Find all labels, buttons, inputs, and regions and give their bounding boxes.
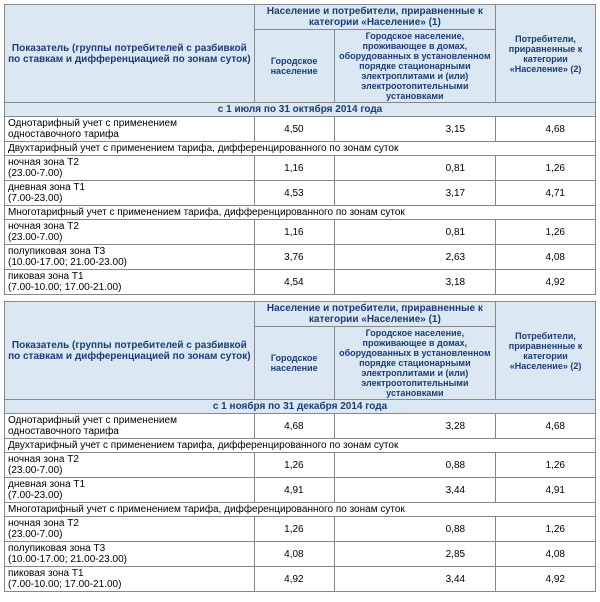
value-urban-equipped: 0,88 bbox=[334, 517, 495, 542]
section-label: Двухтарифный учет с применением тарифа, … bbox=[5, 439, 596, 453]
data-row: пиковая зона Т1(7.00-10.00; 17.00-21.00)… bbox=[5, 567, 596, 592]
data-row: дневная зона Т1(7.00-23.00)4,533,174,71 bbox=[5, 181, 596, 206]
data-row: пиковая зона Т1(7.00-10.00; 17.00-21.00)… bbox=[5, 270, 596, 295]
value-category2: 4,91 bbox=[496, 478, 596, 503]
value-urban: 1,16 bbox=[254, 220, 334, 245]
tariff-table-0: Показатель (группы потребителей с разбив… bbox=[4, 4, 596, 295]
period-label: с 1 июля по 31 октября 2014 года bbox=[5, 103, 596, 117]
header-urban-desc: Городское население, проживающее в домах… bbox=[334, 327, 495, 400]
value-urban-equipped: 3,28 bbox=[334, 414, 495, 439]
data-row: ночная зона Т2(23.00-7.00)1,160,811,26 bbox=[5, 220, 596, 245]
value-category2: 4,92 bbox=[496, 567, 596, 592]
data-row: Однотарифный учет с применением одностав… bbox=[5, 117, 596, 142]
value-category2: 1,26 bbox=[496, 220, 596, 245]
header-urban: Городское население bbox=[254, 30, 334, 103]
row-label: дневная зона Т1(7.00-23.00) bbox=[5, 478, 255, 503]
data-row: ночная зона Т2(23.00-7.00)1,160,811,26 bbox=[5, 156, 596, 181]
header-urban: Городское население bbox=[254, 327, 334, 400]
header-group-a: Население и потребители, приравненные к … bbox=[254, 5, 495, 30]
value-urban: 4,08 bbox=[254, 542, 334, 567]
data-row: Многотарифный учет с применением тарифа,… bbox=[5, 206, 596, 220]
header-indicator: Показатель (группы потребителей с разбив… bbox=[5, 302, 255, 400]
period-label: с 1 ноября по 31 декабря 2014 года bbox=[5, 400, 596, 414]
value-urban-equipped: 2,63 bbox=[334, 245, 495, 270]
row-label: дневная зона Т1(7.00-23.00) bbox=[5, 181, 255, 206]
row-label: Однотарифный учет с применением одностав… bbox=[5, 117, 255, 142]
value-urban: 1,26 bbox=[254, 517, 334, 542]
value-urban: 1,26 bbox=[254, 453, 334, 478]
value-urban: 4,50 bbox=[254, 117, 334, 142]
value-category2: 4,68 bbox=[496, 414, 596, 439]
value-category2: 4,08 bbox=[496, 245, 596, 270]
row-label: Однотарифный учет с применением одностав… bbox=[5, 414, 255, 439]
value-urban-equipped: 0,81 bbox=[334, 220, 495, 245]
value-category2: 4,71 bbox=[496, 181, 596, 206]
data-row: ночная зона Т2(23.00-7.00)1,260,881,26 bbox=[5, 453, 596, 478]
value-category2: 1,26 bbox=[496, 517, 596, 542]
value-urban: 1,16 bbox=[254, 156, 334, 181]
header-group-a: Население и потребители, приравненные к … bbox=[254, 302, 495, 327]
value-urban-equipped: 3,15 bbox=[334, 117, 495, 142]
header-indicator: Показатель (группы потребителей с разбив… bbox=[5, 5, 255, 103]
value-urban: 3,76 bbox=[254, 245, 334, 270]
value-urban-equipped: 3,44 bbox=[334, 478, 495, 503]
value-urban: 4,91 bbox=[254, 478, 334, 503]
data-row: Многотарифный учет с применением тарифа,… bbox=[5, 503, 596, 517]
row-label: ночная зона Т2(23.00-7.00) bbox=[5, 220, 255, 245]
data-row: полупиковая зона Т3(10.00-17.00; 21.00-2… bbox=[5, 542, 596, 567]
value-urban: 4,53 bbox=[254, 181, 334, 206]
data-row: дневная зона Т1(7.00-23.00)4,913,444,91 bbox=[5, 478, 596, 503]
row-label: ночная зона Т2(23.00-7.00) bbox=[5, 453, 255, 478]
value-urban: 4,54 bbox=[254, 270, 334, 295]
tariff-table-1: Показатель (группы потребителей с разбив… bbox=[4, 301, 596, 592]
header-group-b: Потребители, приравненные к категории «Н… bbox=[496, 5, 596, 103]
row-label: полупиковая зона Т3(10.00-17.00; 21.00-2… bbox=[5, 542, 255, 567]
data-row: ночная зона Т2(23.00-7.00)1,260,881,26 bbox=[5, 517, 596, 542]
value-urban-equipped: 0,81 bbox=[334, 156, 495, 181]
row-label: пиковая зона Т1(7.00-10.00; 17.00-21.00) bbox=[5, 270, 255, 295]
value-urban: 4,92 bbox=[254, 567, 334, 592]
value-urban: 4,68 bbox=[254, 414, 334, 439]
data-row: Однотарифный учет с применением одностав… bbox=[5, 414, 596, 439]
data-row: Двухтарифный учет с применением тарифа, … bbox=[5, 439, 596, 453]
header-urban-desc: Городское население, проживающее в домах… bbox=[334, 30, 495, 103]
value-urban-equipped: 3,44 bbox=[334, 567, 495, 592]
value-urban-equipped: 2,85 bbox=[334, 542, 495, 567]
section-label: Двухтарифный учет с применением тарифа, … bbox=[5, 142, 596, 156]
value-category2: 1,26 bbox=[496, 453, 596, 478]
data-row: полупиковая зона Т3(10.00-17.00; 21.00-2… bbox=[5, 245, 596, 270]
value-urban-equipped: 3,17 bbox=[334, 181, 495, 206]
row-label: полупиковая зона Т3(10.00-17.00; 21.00-2… bbox=[5, 245, 255, 270]
value-category2: 4,08 bbox=[496, 542, 596, 567]
value-urban-equipped: 3,18 bbox=[334, 270, 495, 295]
section-label: Многотарифный учет с применением тарифа,… bbox=[5, 206, 596, 220]
value-category2: 4,92 bbox=[496, 270, 596, 295]
section-label: Многотарифный учет с применением тарифа,… bbox=[5, 503, 596, 517]
value-category2: 1,26 bbox=[496, 156, 596, 181]
value-urban-equipped: 0,88 bbox=[334, 453, 495, 478]
row-label: ночная зона Т2(23.00-7.00) bbox=[5, 156, 255, 181]
row-label: пиковая зона Т1(7.00-10.00; 17.00-21.00) bbox=[5, 567, 255, 592]
row-label: ночная зона Т2(23.00-7.00) bbox=[5, 517, 255, 542]
value-category2: 4,68 bbox=[496, 117, 596, 142]
data-row: Двухтарифный учет с применением тарифа, … bbox=[5, 142, 596, 156]
header-group-b: Потребители, приравненные к категории «Н… bbox=[496, 302, 596, 400]
